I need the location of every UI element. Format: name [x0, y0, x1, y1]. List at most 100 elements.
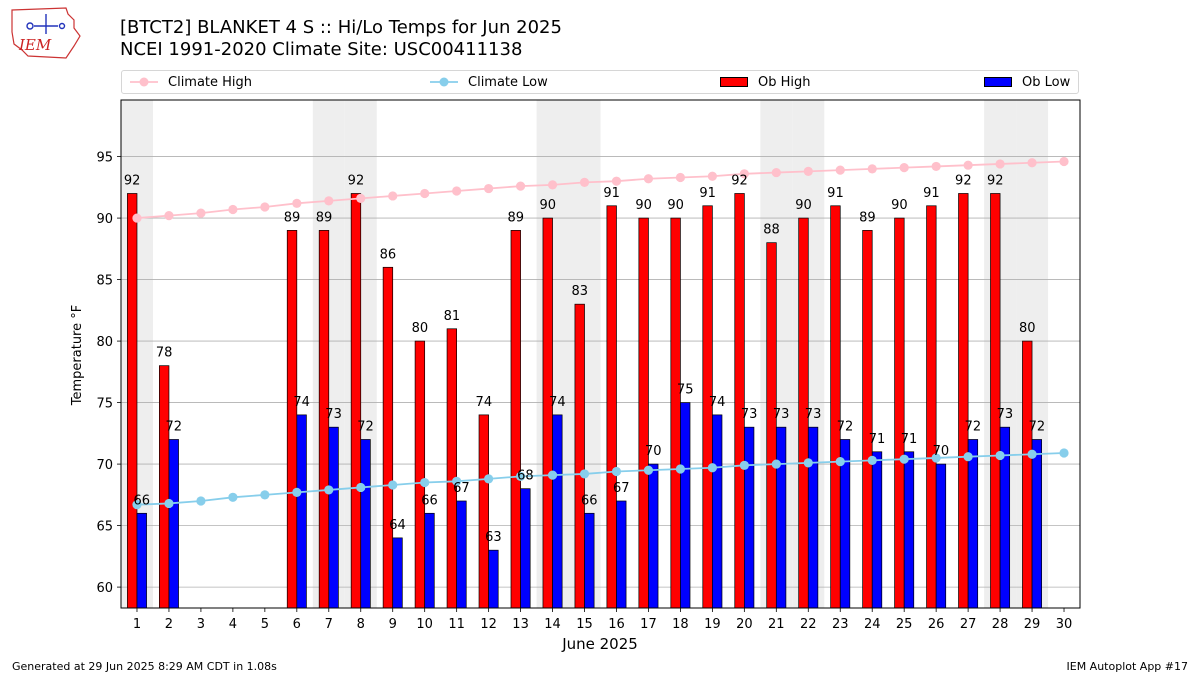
ob-low-bar	[712, 414, 723, 609]
climate-low-point	[132, 500, 142, 510]
ob-high-label: 92	[731, 173, 748, 188]
climate-high-line-icon	[130, 77, 158, 87]
ob-low-bar	[488, 549, 499, 609]
climate-high-point	[132, 213, 142, 223]
ob-low-bar	[552, 414, 563, 609]
climate-high-point	[547, 180, 558, 190]
ob-high-bar	[159, 365, 170, 609]
ob-low-bar	[807, 426, 819, 609]
climate-high-line	[136, 160, 1065, 219]
x-tick-label: 7	[325, 617, 333, 632]
x-tick-label: 11	[448, 617, 465, 632]
ob-low-label: 71	[869, 432, 886, 447]
ob-high-label: 89	[508, 210, 525, 225]
ob-high-label: 91	[923, 186, 940, 201]
ob-high-label: 90	[891, 198, 908, 213]
x-tick-label: 24	[864, 617, 881, 632]
ob-high-bar	[606, 205, 617, 609]
legend-label-ob-low: Ob Low	[1022, 74, 1071, 90]
climate-low-point	[420, 477, 430, 488]
ob-low-label: 74	[549, 395, 566, 410]
x-tick-label: 16	[608, 617, 625, 632]
climate-high-point	[324, 196, 334, 206]
x-tick-label: 17	[640, 617, 657, 632]
climate-low-point	[707, 463, 717, 473]
climate-low-point	[484, 474, 494, 484]
climate-low-point	[867, 455, 877, 465]
climate-low-point	[515, 471, 526, 481]
climate-high-point	[292, 198, 302, 208]
ob-high-bar	[127, 193, 138, 609]
climate-high-point	[196, 208, 206, 218]
climate-low-point	[739, 460, 749, 470]
ob-low-bar	[456, 500, 467, 609]
ob-low-bar	[392, 537, 403, 609]
climate-high-point	[484, 183, 494, 194]
ob-low-bar	[871, 451, 883, 609]
x-tick-label: 10	[416, 617, 433, 632]
climate-low-point	[931, 453, 941, 463]
ob-high-label: 81	[444, 309, 461, 324]
climate-high-point	[611, 176, 622, 186]
climate-low-point	[643, 465, 654, 475]
footer-app-id: IEM Autoplot App #17	[1066, 660, 1189, 673]
x-tick-label: 4	[229, 617, 237, 632]
climate-high-point	[835, 165, 845, 175]
climate-high-point	[164, 211, 174, 221]
ob-high-bar	[414, 340, 426, 609]
ob-high-label: 91	[699, 186, 716, 201]
climate-high-point	[899, 163, 909, 173]
climate-high-point	[579, 177, 590, 188]
climate-high-point	[963, 160, 973, 170]
ob-high-bar	[734, 193, 745, 609]
ob-low-label: 72	[1029, 419, 1046, 434]
climate-low-point	[388, 480, 398, 490]
ob-high-bar	[478, 414, 489, 609]
ob-low-label: 70	[645, 444, 662, 459]
x-tick-label: 15	[576, 617, 593, 632]
x-tick-label: 25	[896, 617, 913, 632]
ob-low-label: 67	[613, 481, 630, 496]
ob-high-label: 89	[859, 210, 876, 225]
ob-low-bar	[360, 439, 371, 609]
legend-item-ob-low: Ob Low	[984, 71, 1070, 93]
climate-low-point	[835, 457, 845, 467]
ob-low-label: 71	[901, 432, 918, 447]
climate-low-point	[1027, 449, 1037, 459]
ob-high-bar	[894, 217, 905, 609]
climate-low-point	[963, 452, 973, 462]
y-tick-label: 90	[96, 212, 113, 227]
climate-low-point	[324, 485, 334, 495]
climate-high-point	[867, 164, 877, 174]
logo-text: IEM	[18, 36, 52, 54]
ob-low-label: 66	[581, 493, 598, 508]
ob-high-bar	[766, 242, 777, 609]
ob-high-label: 92	[955, 173, 972, 188]
ob-high-label: 89	[284, 210, 301, 225]
ob-high-bar	[670, 217, 681, 609]
ob-low-bar	[775, 426, 787, 609]
ob-low-swatch-icon	[984, 77, 1012, 87]
climate-high-point	[515, 181, 526, 191]
ob-low-bar	[680, 402, 691, 609]
legend-label-ob-high: Ob High	[758, 74, 811, 90]
ob-low-label: 67	[453, 481, 470, 496]
ob-low-bar	[168, 439, 179, 609]
x-tick-label: 9	[389, 617, 397, 632]
ob-low-bar	[328, 426, 339, 609]
ob-high-swatch-icon	[720, 77, 748, 87]
ob-low-label: 72	[165, 419, 182, 434]
y-tick-label: 60	[96, 581, 113, 596]
ob-high-label: 92	[987, 173, 1004, 188]
climate-high-point	[675, 172, 686, 183]
ob-high-label: 90	[795, 198, 812, 213]
climate-low-line-icon	[430, 77, 458, 87]
climate-high-point	[707, 171, 717, 181]
ob-low-bar	[296, 414, 307, 609]
climate-high-point	[452, 186, 462, 196]
x-tick-label: 27	[960, 617, 977, 632]
ob-low-label: 74	[709, 395, 726, 410]
climate-low-line	[136, 452, 1065, 506]
legend-item-climate-high: Climate High	[130, 71, 252, 93]
x-tick-label: 12	[480, 617, 497, 632]
